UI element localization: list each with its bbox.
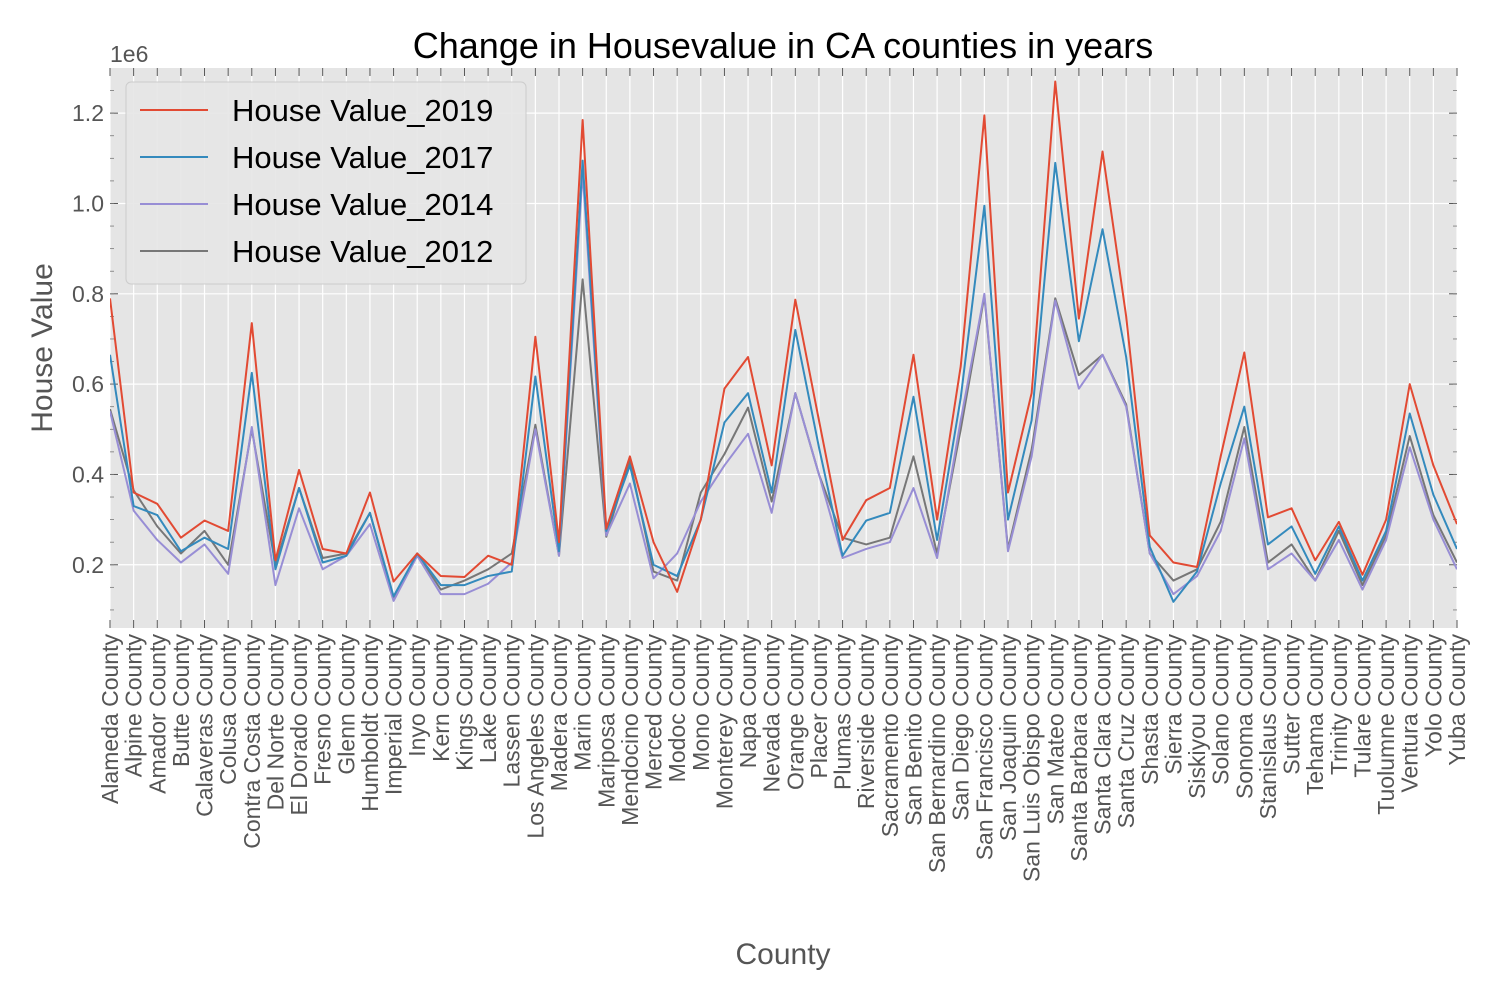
- x-tick-label: Butte County: [168, 634, 194, 767]
- x-tick-label: Yolo County: [1420, 634, 1446, 758]
- x-tick-label: Sutter County: [1279, 634, 1305, 775]
- x-tick-label: Imperial County: [381, 634, 407, 796]
- x-tick-label: Sacramento County: [877, 634, 903, 838]
- x-tick-label: Monterey County: [711, 634, 737, 810]
- x-tick-label: Mariposa County: [593, 634, 619, 808]
- x-tick-label: Lake County: [475, 634, 501, 764]
- x-tick-label: Sonoma County: [1231, 634, 1257, 799]
- y-tick-label: 0.2: [72, 552, 104, 578]
- y-tick-label: 0.4: [72, 461, 104, 487]
- x-tick-label: Contra Costa County: [239, 634, 265, 849]
- x-tick-label: Solano County: [1208, 634, 1234, 785]
- x-tick-label: Fresno County: [310, 634, 336, 785]
- x-tick-label: Madera County: [546, 634, 572, 792]
- y-offset-label: 1e6: [110, 41, 148, 67]
- x-axis-label: County: [735, 938, 830, 971]
- x-tick-label: Siskiyou County: [1184, 634, 1210, 799]
- x-tick-label: Plumas County: [830, 634, 856, 790]
- x-tick-label: Los Angeles County: [522, 634, 548, 839]
- legend-label: House Value_2019: [232, 93, 493, 128]
- x-tick-label: Stanislaus County: [1255, 634, 1281, 820]
- x-tick-label: Amador County: [144, 634, 170, 794]
- x-tick-label: Modoc County: [664, 634, 690, 783]
- x-tick-label: Kern County: [428, 634, 454, 762]
- x-tick-label: San Joaquin County: [995, 634, 1021, 842]
- x-tick-label: Tuolumne County: [1373, 634, 1399, 815]
- y-tick-label: 1.2: [72, 100, 104, 126]
- x-tick-label: Mono County: [688, 634, 714, 771]
- x-tick-label: Santa Cruz County: [1113, 634, 1139, 829]
- x-tick-label: Calaveras County: [192, 634, 218, 817]
- x-tick-label: Shasta County: [1137, 634, 1163, 785]
- x-tick-label: Ventura County: [1397, 634, 1423, 793]
- x-tick-label: Tehama County: [1302, 634, 1328, 796]
- x-tick-label: Mendocino County: [617, 634, 643, 826]
- y-tick-label: 0.6: [72, 371, 104, 397]
- legend-items: House Value_2019 House Value_2017 House Va…: [140, 93, 493, 269]
- x-tick-label: San Luis Obispo County: [1019, 634, 1045, 883]
- x-tick-label: San Bernardino County: [924, 634, 950, 874]
- legend-box: [125, 81, 527, 285]
- x-tick-label: Alpine County: [121, 634, 147, 778]
- x-tick-label: El Dorado County: [286, 634, 312, 816]
- series-line-house-value-2019: [110, 80, 1457, 593]
- series-line-house-value-2017: [110, 159, 1457, 603]
- y-axis-tick-labels: 0.2 0.4 0.6 0.8 1.0 1.2: [72, 100, 104, 578]
- x-tick-label: San Francisco County: [971, 634, 997, 861]
- series-lines: [110, 80, 1457, 603]
- x-tick-label: Tulare County: [1349, 634, 1375, 778]
- legend-label: House Value_2014: [232, 187, 493, 222]
- legend: House Value_2019 House Value_2017 House Va…: [125, 81, 527, 285]
- x-tick-label: Colusa County: [215, 634, 241, 785]
- y-tick-label: 1.0: [72, 190, 104, 216]
- x-tick-label: San Diego County: [948, 634, 974, 821]
- legend-label: House Value_2017: [232, 140, 493, 175]
- y-axis-label: House Value: [26, 263, 59, 433]
- x-tick-label: Lassen County: [499, 634, 525, 788]
- x-tick-label: San Benito County: [900, 634, 926, 826]
- x-tick-label: Santa Clara County: [1090, 634, 1116, 835]
- x-tick-label: Nevada County: [759, 634, 785, 793]
- x-tick-label: Glenn County: [333, 634, 359, 775]
- axis-ticks: [109, 68, 1458, 628]
- series-line-house-value-2014: [110, 170, 1457, 602]
- x-tick-label: Placer County: [806, 634, 832, 779]
- x-tick-label: Humboldt County: [357, 634, 383, 812]
- x-tick-label: Del Norte County: [262, 634, 288, 811]
- x-tick-label: Marin County: [570, 634, 596, 771]
- x-tick-label: Napa County: [735, 634, 761, 769]
- chart-title: Change in Housevalue in CA counties in y…: [413, 25, 1153, 66]
- x-tick-label: Merced County: [641, 634, 667, 790]
- series-line-house-value-2012: [110, 278, 1457, 600]
- x-tick-label: San Mateo County: [1042, 634, 1068, 825]
- x-tick-label: Orange County: [782, 634, 808, 790]
- x-tick-label: Riverside County: [853, 634, 879, 810]
- x-tick-label: Inyo County: [404, 634, 430, 757]
- x-tick-label: Alameda County: [97, 634, 123, 805]
- x-tick-label: Trinity County: [1326, 634, 1352, 776]
- x-tick-label: Kings County: [451, 634, 477, 771]
- legend-label: House Value_2012: [232, 234, 493, 269]
- x-tick-label: Yuba County: [1444, 634, 1470, 766]
- y-tick-label: 0.8: [72, 281, 104, 307]
- x-tick-label: Santa Barbara County: [1066, 634, 1092, 862]
- x-tick-label: Sierra County: [1160, 634, 1186, 775]
